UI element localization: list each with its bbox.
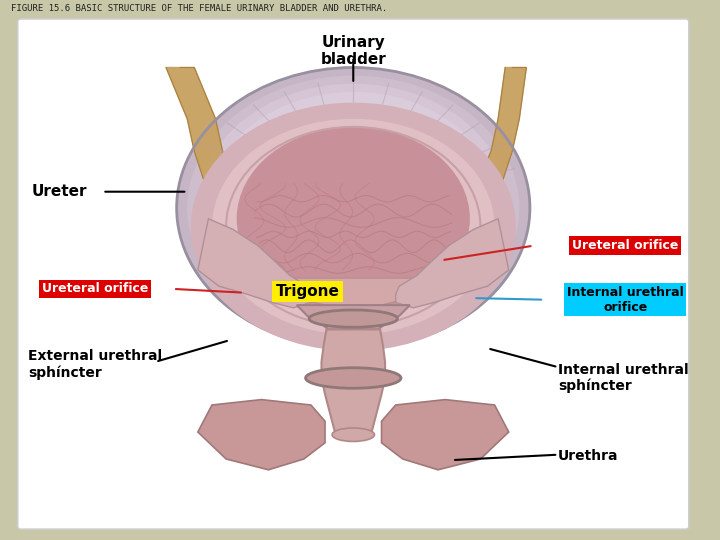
Polygon shape <box>322 329 385 435</box>
Polygon shape <box>297 305 410 329</box>
Text: Ureteral orifice: Ureteral orifice <box>42 282 148 295</box>
Polygon shape <box>198 219 311 308</box>
Polygon shape <box>261 278 445 309</box>
Polygon shape <box>463 68 526 243</box>
Ellipse shape <box>208 92 498 324</box>
Ellipse shape <box>176 68 530 348</box>
Polygon shape <box>198 400 325 470</box>
Text: FIGURE 15.6 BASIC STRUCTURE OF THE FEMALE URINARY BLADDER AND URETHRA.: FIGURE 15.6 BASIC STRUCTURE OF THE FEMAL… <box>11 4 387 13</box>
Ellipse shape <box>187 76 519 340</box>
Text: External urethral
sphíncter: External urethral sphíncter <box>28 349 163 380</box>
Polygon shape <box>166 68 244 243</box>
Text: Ureteral orifice: Ureteral orifice <box>572 239 678 252</box>
Text: Trigone: Trigone <box>276 284 339 299</box>
Ellipse shape <box>309 310 397 327</box>
Ellipse shape <box>198 84 509 332</box>
Text: Ureter: Ureter <box>32 184 87 199</box>
Polygon shape <box>396 219 509 308</box>
FancyBboxPatch shape <box>18 19 689 529</box>
Text: Urinary
bladder: Urinary bladder <box>320 35 386 68</box>
Ellipse shape <box>237 127 470 310</box>
Ellipse shape <box>191 103 516 351</box>
Text: Urethra: Urethra <box>558 449 618 463</box>
Ellipse shape <box>332 428 374 442</box>
Ellipse shape <box>212 119 495 335</box>
Polygon shape <box>382 400 509 470</box>
Text: Internal urethral
orifice: Internal urethral orifice <box>567 286 684 314</box>
Text: Internal urethral
sphíncter: Internal urethral sphíncter <box>558 362 689 394</box>
Ellipse shape <box>305 368 401 388</box>
